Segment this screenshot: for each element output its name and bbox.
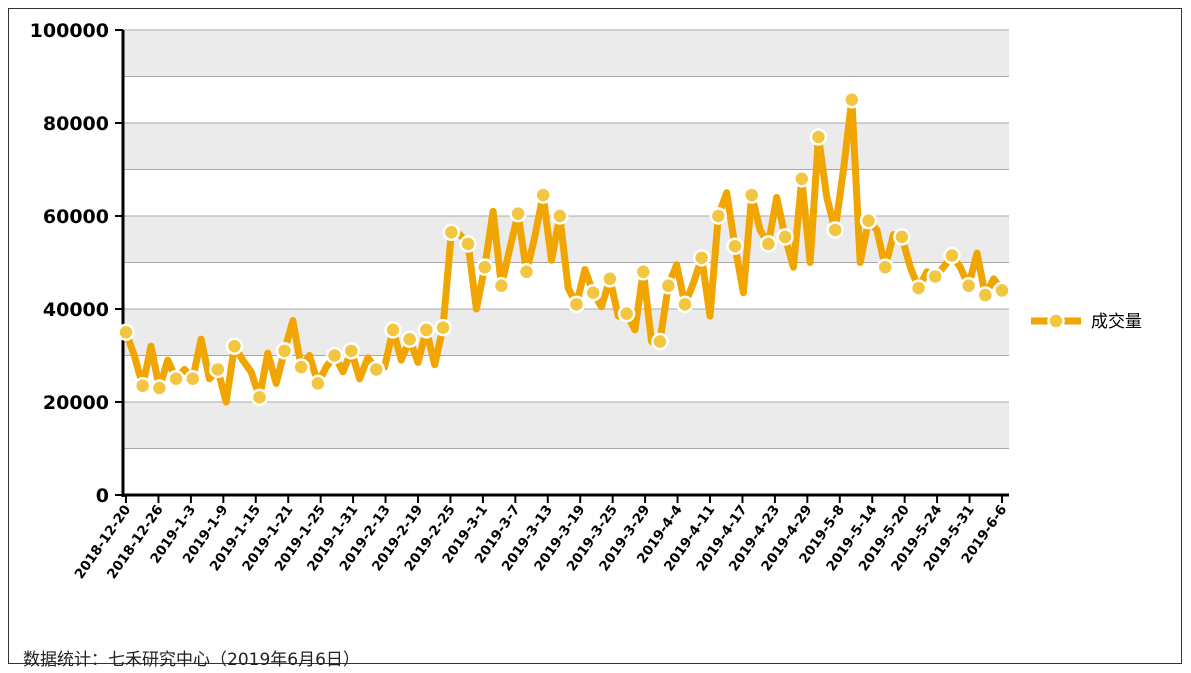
y-axis-ticks: 0 20000 40000 60000 80000 100000 [30,20,123,507]
y-tick-label: 20000 [43,392,109,414]
legend: 成交量 [1031,312,1142,332]
y-tick-label: 60000 [43,206,109,228]
series-marker [459,235,477,253]
series-marker [943,246,961,265]
series-marker [651,332,669,351]
chart-svg: 0 20000 40000 60000 80000 100000 2018-12-2020… [30,20,1142,582]
series-marker [434,318,452,337]
series-marker [292,358,310,376]
series-marker [342,342,361,360]
series-marker [843,91,861,109]
series-marker [417,321,436,339]
series-marker [225,337,244,355]
series-marker [400,330,419,348]
series-marker [275,342,294,360]
series-marker [475,258,494,276]
series-marker [959,277,978,295]
series-marker [551,207,569,225]
series-marker [325,346,344,365]
series-marker [776,228,794,246]
series-group [117,91,1011,407]
series-marker [759,235,778,253]
y-tick-label: 0 [96,485,109,507]
series-marker [793,170,811,188]
series-marker [634,263,653,281]
grid-lines [123,29,1009,449]
grid-band [123,402,1009,449]
series-marker [509,204,527,223]
y-tick-label: 40000 [43,299,109,321]
grid-band [123,309,1009,356]
series-marker [150,379,169,397]
series-marker [517,263,536,281]
series-marker [617,304,636,323]
series-marker [709,207,728,225]
series-marker [809,128,828,146]
series-marker [659,277,678,295]
series-marker [742,186,761,204]
series-marker [309,374,327,393]
series-marker [133,376,152,395]
series-marker [859,211,878,230]
series-marker [601,270,619,288]
grid-band [123,30,1009,77]
series-marker [167,370,185,388]
series-marker [117,323,135,341]
series-marker [384,321,402,339]
grid-band [123,123,1009,170]
series-marker [442,223,461,242]
series-marker [826,221,844,239]
series-marker [567,295,586,314]
series-marker [367,360,386,379]
series-marker [926,267,945,286]
legend-marker [1047,312,1065,330]
series-marker [893,228,911,246]
series-marker [584,283,602,302]
series-marker [492,277,511,295]
source-note: 数据统计：七禾研究中心（2019年6月6日） [23,650,360,670]
y-tick-label: 80000 [43,113,109,135]
series-marker [250,388,269,407]
y-tick-label: 100000 [30,20,109,42]
series-marker [976,286,995,304]
axes [121,30,1009,497]
grid-bands [123,30,1009,449]
series-marker [876,258,894,276]
series-line [122,96,1006,406]
series-marker [726,237,744,255]
legend-label: 成交量 [1091,312,1142,332]
series-marker [692,249,711,267]
series-marker [183,370,202,388]
series-marker [534,186,552,204]
series-marker [993,281,1011,300]
series-marker [676,295,694,314]
series-marker [209,360,227,379]
chart-frame: 0 20000 40000 60000 80000 100000 2018-12-20 20… [8,8,1182,670]
x-axis-ticks: 2018-12-202018-12-262019-1-32019-1-92019… [72,495,1010,582]
series-marker [909,279,928,297]
